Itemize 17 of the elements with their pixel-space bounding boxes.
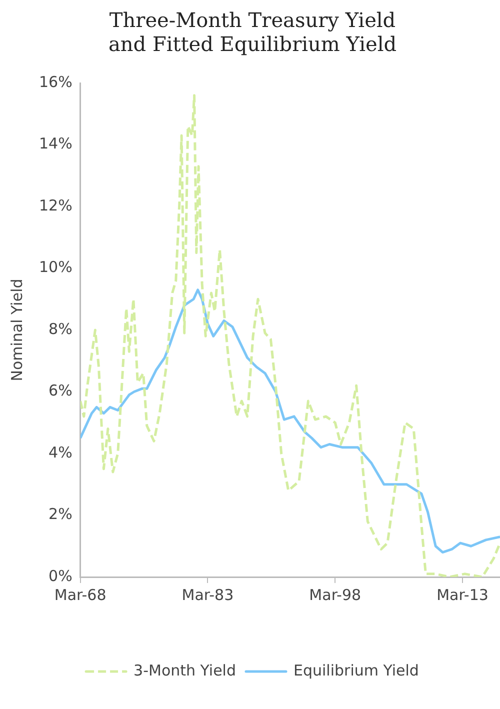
y-axis-title: Nominal Yield (8, 278, 26, 382)
x-tick-label: Mar-83 (182, 586, 234, 604)
y-tick-label: 0% (48, 566, 72, 585)
y-tick-label: 10% (38, 258, 72, 276)
y-tick-label: 6% (48, 382, 72, 400)
y-tick-label: 14% (38, 134, 72, 153)
x-tick-label: Mar-68 (54, 586, 106, 604)
x-tick-label: Mar-13 (436, 586, 488, 604)
y-tick-label: 2% (48, 505, 72, 524)
x-tick-label: Mar-98 (309, 586, 362, 604)
legend-label: 3-Month Yield (134, 661, 236, 680)
y-tick-label: 4% (48, 443, 72, 462)
y-tick-label: 8% (48, 320, 72, 338)
legend-label: Equilibrium Yield (293, 661, 419, 680)
y-tick-label: 16% (38, 72, 72, 91)
chart-title: Three-Month Treasury Yield and Fitted Equilibrium Yield (108, 8, 397, 56)
y-tick-label: 12% (38, 196, 72, 214)
